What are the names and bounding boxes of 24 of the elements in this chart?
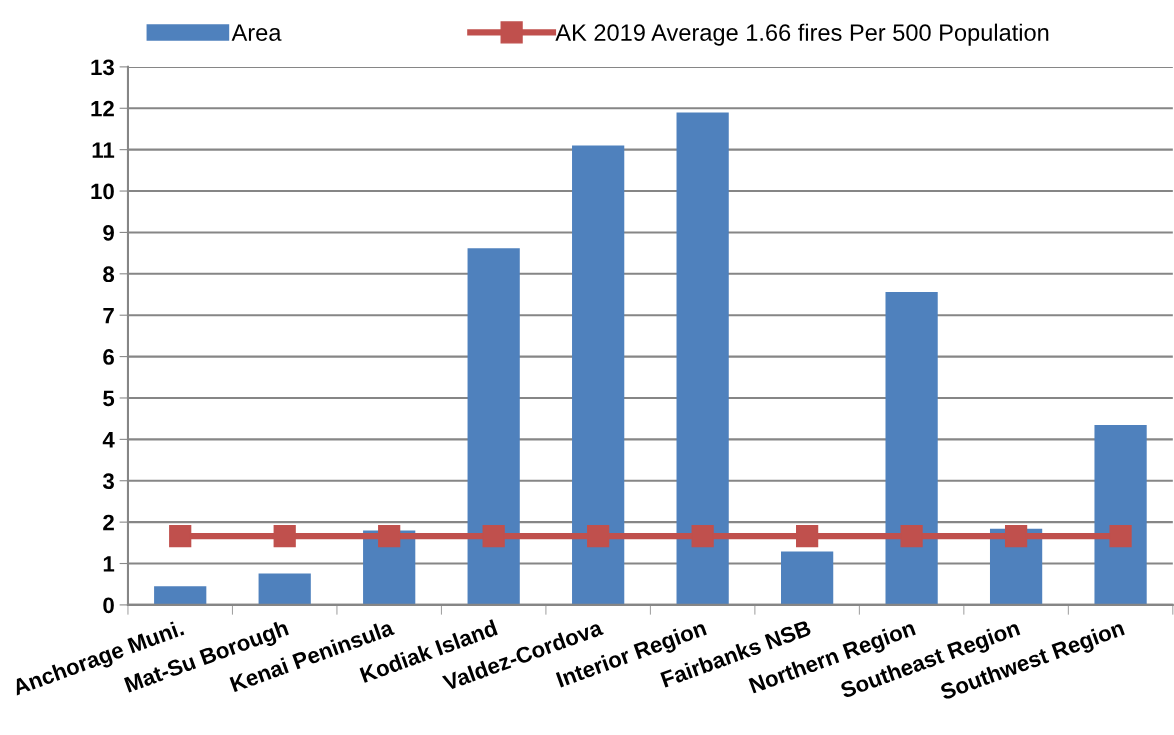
legend-label: AK 2019 Average 1.66 fires Per 500 Population: [555, 23, 1049, 46]
y-tick-label: 7: [103, 307, 114, 324]
y-tick-label: 9: [103, 224, 114, 241]
y-tick-label: 13: [91, 59, 114, 76]
y-tick-label: 1: [103, 556, 115, 572]
y-tick-label: 6: [103, 349, 114, 365]
bar: [154, 586, 207, 605]
bar: [467, 248, 520, 605]
y-tick-label: 10: [91, 183, 114, 200]
legend-label: Area: [231, 24, 282, 41]
y-tick-label: 4: [102, 432, 115, 448]
y-tick-label: 0: [103, 597, 114, 614]
y-tick-label: 11: [92, 142, 115, 158]
y-tick-label: 3: [102, 473, 114, 490]
y-tick-label: 8: [103, 266, 115, 283]
y-tick-label: 2: [103, 514, 114, 531]
bar: [781, 551, 834, 605]
y-tick-label: 12: [91, 100, 114, 117]
y-tick-label: 5: [103, 390, 115, 407]
bar: [258, 573, 311, 605]
bar: [676, 112, 729, 605]
bar: [572, 145, 625, 605]
bar: [1094, 424, 1147, 605]
bar: [885, 292, 938, 605]
